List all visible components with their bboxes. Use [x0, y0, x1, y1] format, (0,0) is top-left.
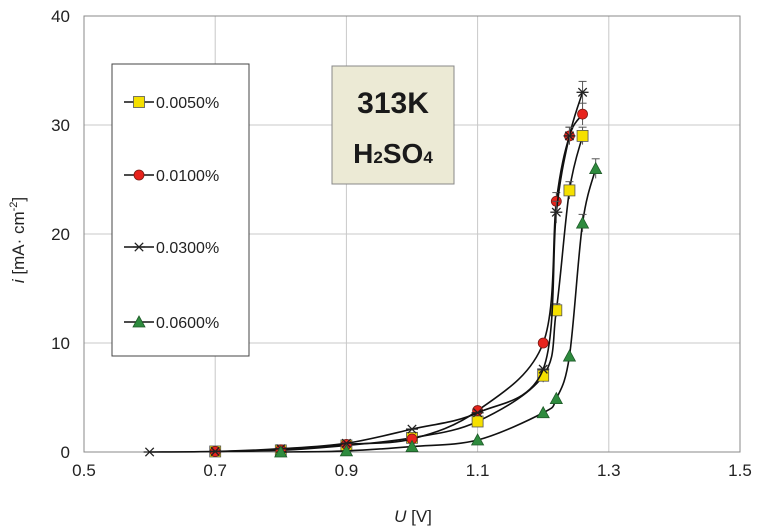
x-axis-variable: U — [394, 507, 407, 526]
y-tick-label: 30 — [51, 116, 70, 135]
y-axis-label: i [mA· cm-2] — [8, 197, 28, 283]
y-axis-unit: [mA· cm — [9, 211, 28, 279]
legend-label: 0.0100% — [156, 168, 219, 185]
x-axis-unit: [V] — [406, 507, 432, 526]
data-point — [563, 184, 576, 197]
y-tick-label: 40 — [51, 7, 70, 26]
data-point — [576, 87, 589, 97]
plot-area — [83, 15, 741, 453]
annotation-background — [331, 65, 455, 185]
data-point — [340, 438, 353, 448]
data-point — [536, 405, 550, 419]
annotation-electrolyte: H2SO4 — [353, 138, 433, 169]
annotation-temperature: 313K — [357, 87, 429, 120]
data-point — [563, 131, 576, 141]
data-point — [405, 439, 419, 452]
x-tick-label: 0.5 — [72, 461, 96, 480]
legend-box — [111, 63, 250, 357]
x-tick-label: 0.9 — [335, 461, 359, 480]
legend-marker — [133, 96, 145, 108]
legend-marker — [133, 169, 145, 181]
data-point — [274, 445, 288, 458]
y-tick-label: 0 — [61, 443, 70, 462]
x-tick-label: 1.3 — [597, 461, 621, 480]
data-point — [589, 161, 603, 175]
data-point — [575, 216, 590, 229]
legend-label: 0.0600% — [156, 315, 219, 332]
series-line — [149, 92, 584, 453]
data-point — [550, 207, 563, 217]
data-point — [549, 391, 563, 404]
data-point — [339, 444, 354, 457]
axis-ticks: 0.5 0.7 0.9 1.1 1.3 1.5 0 10 20 30 40 — [51, 7, 752, 480]
series-triangle — [274, 158, 603, 458]
data-point — [209, 446, 222, 457]
x-tick-label: 0.7 — [203, 461, 227, 480]
x-axis-label: U [V] — [394, 507, 432, 526]
data-point — [471, 408, 484, 418]
legend-marker — [132, 315, 146, 328]
data-point — [537, 337, 549, 349]
data-point — [470, 433, 485, 446]
series-layer — [143, 80, 603, 458]
data-point — [537, 364, 550, 374]
y-tick-label: 20 — [51, 225, 70, 244]
x-tick-label: 1.1 — [466, 461, 490, 480]
data-point — [562, 349, 577, 362]
y-tick-label: 10 — [51, 334, 70, 353]
data-point — [576, 129, 589, 142]
annotation-box: 313K H2SO4 — [331, 65, 455, 185]
data-point — [577, 108, 588, 120]
series-line — [280, 168, 597, 453]
legend-marker — [133, 242, 145, 252]
x-tick-label: 1.5 — [728, 461, 752, 480]
legend-label: 0.0300% — [156, 240, 219, 257]
data-point — [143, 447, 156, 457]
series-line — [215, 113, 584, 453]
series-star — [143, 80, 589, 457]
y-axis-close: ] — [9, 197, 28, 202]
data-point — [406, 424, 418, 434]
data-point — [471, 415, 484, 428]
y-axis-exponent: -2 — [8, 202, 20, 212]
legend-label: 0.0050% — [156, 95, 219, 112]
legend: 0.0050% 0.0100% 0.0300% 0.0600% — [111, 63, 250, 357]
y-axis-variable: i — [9, 278, 28, 283]
